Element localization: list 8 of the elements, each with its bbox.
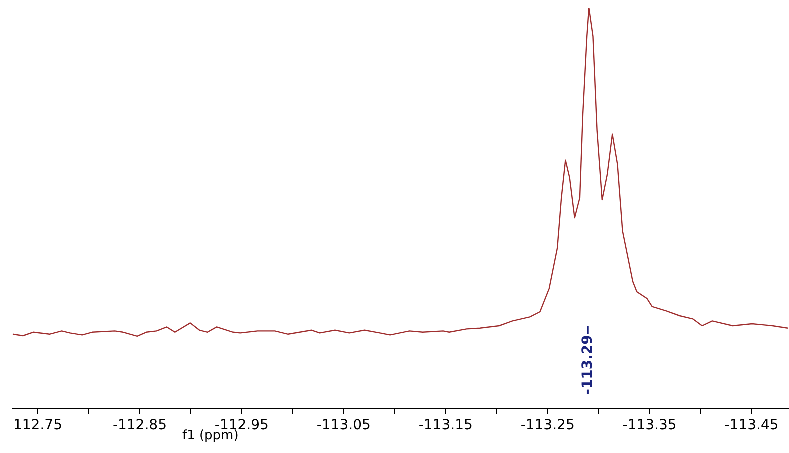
x-tick-label: -113.45: [724, 418, 779, 434]
x-tick-label: -113.15: [418, 418, 473, 434]
ref-line-label: -113.29: [580, 335, 596, 395]
x-tick-label: -112.85: [112, 418, 167, 434]
x-tick-label: 112.75: [13, 418, 62, 434]
x-tick-label: -113.35: [622, 418, 677, 434]
x-tick-label: -113.25: [520, 418, 575, 434]
x-tick-label: -113.05: [316, 418, 371, 434]
